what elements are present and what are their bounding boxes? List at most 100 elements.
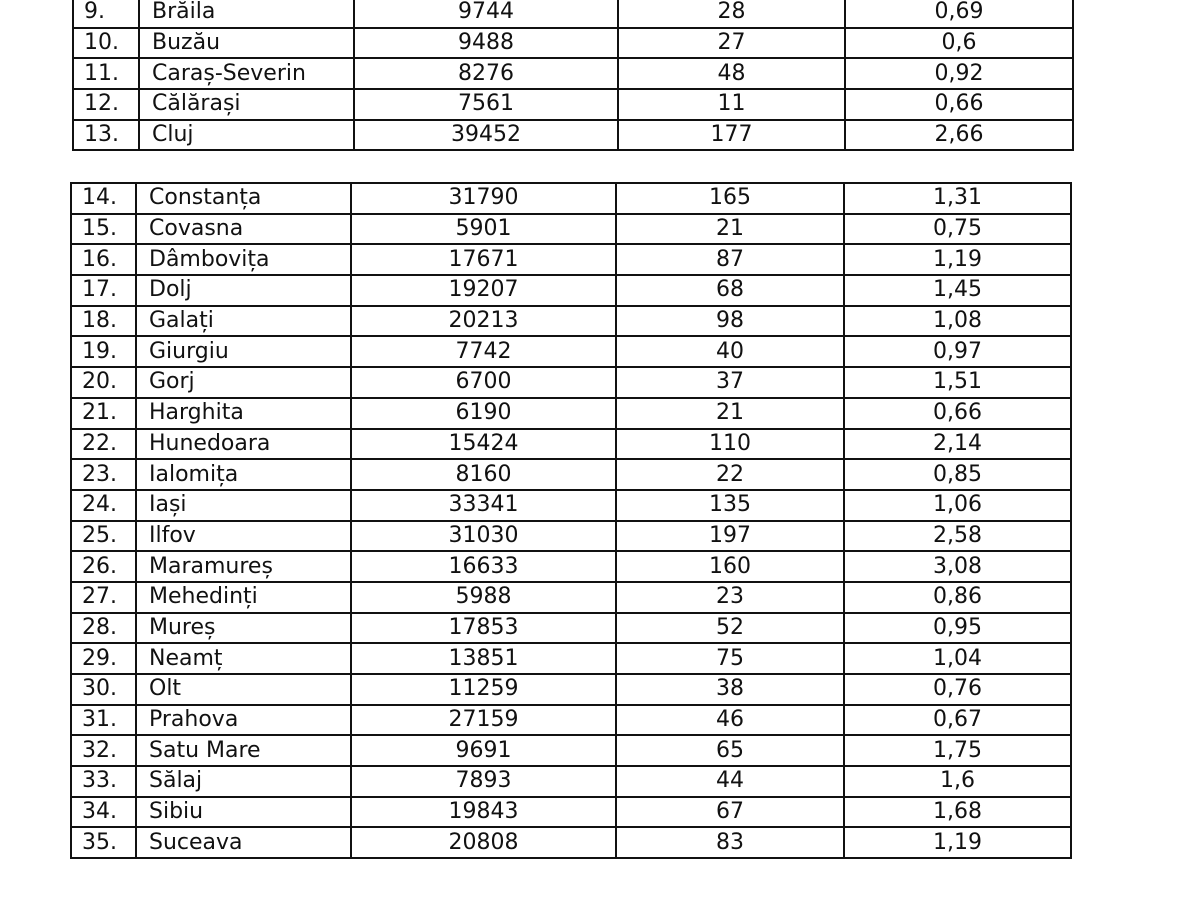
value-col3: 0,85 [843, 458, 1072, 491]
table-row: 29. Neamț 13851 75 1,04 [70, 642, 1072, 675]
value-col2: 44 [615, 765, 845, 798]
row-number: 24. [70, 488, 137, 522]
row-number: 34. [70, 795, 137, 829]
value-col1: 11259 [350, 673, 617, 706]
row-number: 33. [70, 765, 137, 798]
county-name: Galați [135, 304, 352, 338]
value-col2: 21 [615, 212, 845, 246]
row-number: 29. [70, 642, 137, 675]
row-number: 23. [70, 458, 137, 491]
county-name: Olt [135, 673, 352, 706]
table-row: 28. Mureș 17853 52 0,95 [70, 611, 1072, 645]
value-col3: 1,75 [843, 734, 1072, 768]
value-col2: 38 [615, 673, 845, 706]
county-name: Mureș [135, 611, 352, 645]
value-col3: 1,08 [843, 304, 1072, 338]
value-col1: 8276 [353, 57, 619, 91]
table-row: 25. Ilfov 31030 197 2,58 [70, 519, 1072, 553]
table-row: 15. Covasna 5901 21 0,75 [70, 212, 1072, 246]
value-col3: 2,14 [843, 427, 1072, 461]
value-col1: 6190 [350, 396, 617, 430]
value-col3: 0,67 [843, 703, 1072, 737]
value-col3: 1,04 [843, 642, 1072, 675]
table-row: 21. Harghita 6190 21 0,66 [70, 396, 1072, 430]
value-col1: 16633 [350, 550, 617, 583]
value-col3: 0,75 [843, 212, 1072, 246]
value-col2: 165 [615, 182, 845, 215]
county-name: Brăila [138, 0, 355, 29]
table-row: 19. Giurgiu 7742 40 0,97 [70, 335, 1072, 369]
row-number: 31. [70, 703, 137, 737]
value-col1: 8160 [350, 458, 617, 491]
value-col2: 67 [615, 795, 845, 829]
value-col2: 135 [615, 488, 845, 522]
row-number: 35. [70, 826, 137, 860]
value-col2: 40 [615, 335, 845, 369]
table-row: 17. Dolj 19207 68 1,45 [70, 274, 1072, 307]
value-col1: 19207 [350, 274, 617, 307]
table-row: 35. Suceava 20808 83 1,19 [70, 826, 1072, 860]
county-name: Giurgiu [135, 335, 352, 369]
county-name: Ilfov [135, 519, 352, 553]
value-col1: 7893 [350, 765, 617, 798]
value-col1: 7742 [350, 335, 617, 369]
value-col3: 0,76 [843, 673, 1072, 706]
row-number: 16. [70, 243, 137, 277]
row-number: 15. [70, 212, 137, 246]
table-row: 13. Cluj 39452 177 2,66 [72, 118, 1074, 152]
value-col2: 27 [617, 26, 846, 60]
county-name: Sălaj [135, 765, 352, 798]
value-col2: 28 [617, 0, 846, 29]
value-col3: 0,86 [843, 580, 1072, 614]
table-row: 20. Gorj 6700 37 1,51 [70, 366, 1072, 399]
county-name: Neamț [135, 642, 352, 675]
value-col1: 7561 [353, 88, 619, 121]
row-number: 9. [72, 0, 140, 29]
value-col2: 65 [615, 734, 845, 768]
row-number: 21. [70, 396, 137, 430]
value-col1: 19843 [350, 795, 617, 829]
value-col1: 33341 [350, 488, 617, 522]
value-col2: 11 [617, 88, 846, 121]
value-col3: 1,45 [843, 274, 1072, 307]
row-number: 28. [70, 611, 137, 645]
value-col3: 3,08 [843, 550, 1072, 583]
table-row: 10. Buzău 9488 27 0,6 [72, 26, 1074, 60]
table-row: 27. Mehedinți 5988 23 0,86 [70, 580, 1072, 614]
value-col2: 37 [615, 366, 845, 399]
value-col1: 20808 [350, 826, 617, 860]
county-table-part1: 9. Brăila 9744 28 0,69 10. Buzău 9488 27 0,6 11. Ca… [72, 0, 1074, 152]
value-col2: 83 [615, 826, 845, 860]
value-col1: 15424 [350, 427, 617, 461]
value-col2: 160 [615, 550, 845, 583]
value-col3: 0,97 [843, 335, 1072, 369]
value-col2: 23 [615, 580, 845, 614]
value-col3: 0,69 [844, 0, 1074, 29]
value-col3: 1,68 [843, 795, 1072, 829]
county-table-part2: 14. Constanța 31790 165 1,31 15. Covasna 5901 21… [70, 182, 1072, 860]
row-number: 25. [70, 519, 137, 553]
county-name: Harghita [135, 396, 352, 430]
table-row: 23. Ialomița 8160 22 0,85 [70, 458, 1072, 491]
table-row: 31. Prahova 27159 46 0,67 [70, 703, 1072, 737]
value-col1: 5901 [350, 212, 617, 246]
value-col3: 0,6 [844, 26, 1074, 60]
value-col3: 1,19 [843, 243, 1072, 277]
table-row: 33. Sălaj 7893 44 1,6 [70, 765, 1072, 798]
row-number: 17. [70, 274, 137, 307]
value-col2: 75 [615, 642, 845, 675]
value-col2: 197 [615, 519, 845, 553]
value-col1: 27159 [350, 703, 617, 737]
value-col2: 110 [615, 427, 845, 461]
value-col3: 0,92 [844, 57, 1074, 91]
value-col3: 0,66 [844, 88, 1074, 121]
value-col3: 0,95 [843, 611, 1072, 645]
value-col1: 6700 [350, 366, 617, 399]
county-name: Ialomița [135, 458, 352, 491]
county-name: Satu Mare [135, 734, 352, 768]
value-col1: 17671 [350, 243, 617, 277]
table-row: 22. Hunedoara 15424 110 2,14 [70, 427, 1072, 461]
row-number: 26. [70, 550, 137, 583]
table-row: 16. Dâmbovița 17671 87 1,19 [70, 243, 1072, 277]
row-number: 32. [70, 734, 137, 768]
